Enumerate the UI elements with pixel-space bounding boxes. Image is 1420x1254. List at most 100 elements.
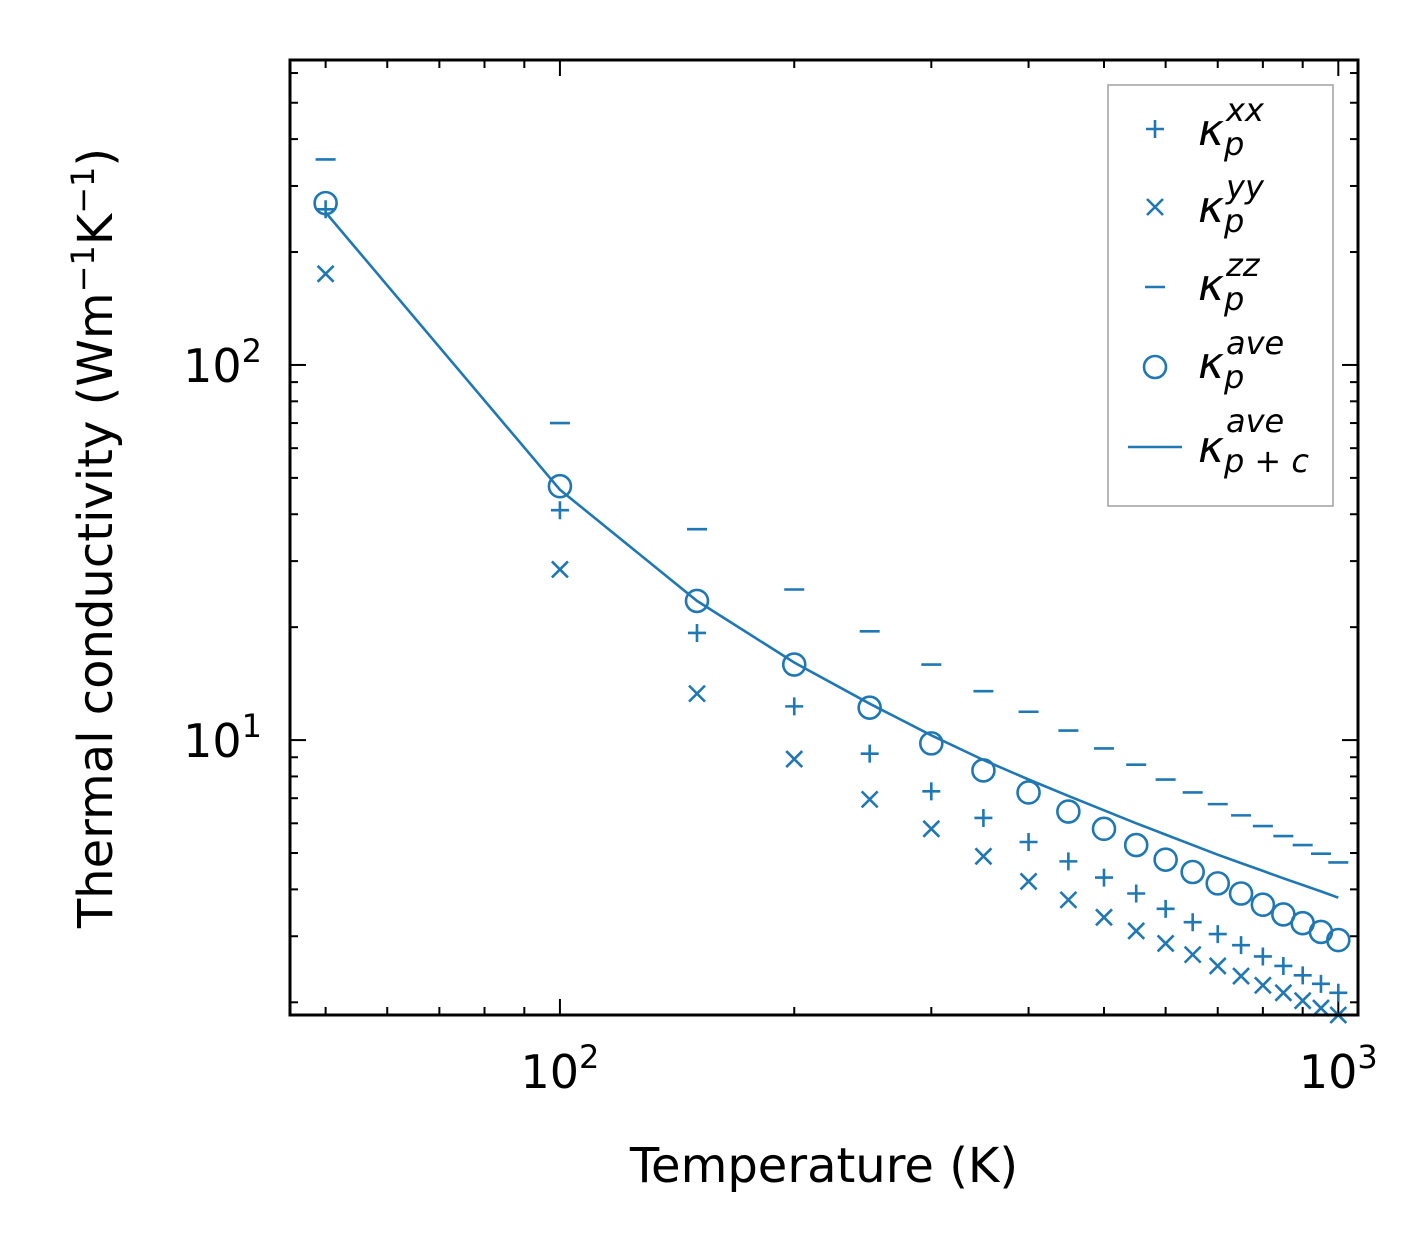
point-kappa_p_ave [1056,799,1081,824]
y-axis-title-main: Thermal conductivity (Wm [68,292,124,929]
point-kappa_p_xx [974,808,993,827]
point-kappa_p_yy [1095,908,1113,927]
point-kappa_p_ave [781,652,807,677]
point-kappa_p_yy [922,819,941,838]
y-tick-label-base: 10 [183,339,242,393]
point-kappa_p_xx [1059,852,1078,871]
point-kappa_p_yy [1293,991,1312,1010]
point-kappa_p_yy [1274,983,1293,1002]
plot-area [313,158,1351,1024]
point-kappa_p_xx [1329,983,1348,1002]
legend-sup-yy: yy [1225,168,1265,206]
x-tick-label-exponent: 2 [579,1038,599,1076]
point-kappa_p_ave [1250,892,1276,918]
x-tick-label-base: 10 [1299,1045,1358,1099]
x-tick-label: 103 [1299,1038,1378,1099]
point-kappa_p_xx [1208,925,1227,944]
point-kappa_p_xx [687,623,706,642]
point-kappa_p_yy [1208,957,1227,975]
point-kappa_p_xx [860,744,879,763]
x-tick-label-exponent: 3 [1357,1038,1377,1076]
point-kappa_p_xx [1094,868,1113,887]
point-kappa_p_ave [1153,847,1178,872]
legend-marker-x [1146,198,1164,216]
point-kappa_p_ave [1180,859,1205,885]
point-kappa_p_ave [1016,780,1041,805]
legend-sup-xx: xx [1225,91,1265,129]
y-axis-title-exp1: −1 [64,245,102,292]
point-kappa_p_ave [1123,832,1149,858]
point-kappa_p_xx [1232,936,1251,955]
point-kappa_p_xx [1019,832,1038,851]
legend-marker-circle [1142,354,1168,380]
legend-marker-plus [1146,120,1164,138]
legend-label-yy: κpyy [1198,168,1265,240]
series-line-kappa_p+c_ave [324,211,1339,899]
y-axis-title-close: ) [68,148,124,167]
point-kappa_p_yy [1059,890,1078,909]
point-kappa_p_xx [1274,956,1293,975]
y-axis-title-exp2: −1 [64,167,102,214]
legend-symbol-ave: κ [1198,338,1224,389]
legend-sup-zz: zz [1225,246,1261,284]
point-kappa_p_yy [1232,967,1250,985]
y-tick-label-base: 10 [183,714,242,768]
point-kappa_p_yy [1127,921,1146,940]
legend-label-zz: κpzz [1198,246,1261,318]
legend-box [1107,84,1334,507]
point-kappa_p_ave [684,588,710,614]
point-kappa_p_ave [1228,881,1254,906]
point-kappa_p_ave [1091,816,1117,842]
legend-symbol-yy: κ [1198,182,1224,233]
plot-frame [288,58,1360,1017]
legend-label-xx: κpxx [1198,91,1265,163]
legend-sub-zz: p [1223,280,1244,318]
x-tick-label-base: 10 [520,1045,579,1099]
point-kappa_p_ave [547,473,573,499]
y-tick-label-exponent: 1 [242,707,262,745]
point-kappa_p_xx [1127,884,1146,903]
point-kappa_p_xx [922,782,941,801]
point-kappa_p_ave [857,695,882,720]
point-kappa_p_ave [1326,927,1351,953]
legend-symbol-pc-ave: κ [1198,422,1224,473]
legend-symbol-zz: κ [1198,260,1224,311]
legend-sup-ave: ave [1226,324,1284,362]
legend-label-ave: κpave [1198,324,1284,396]
point-kappa_p_ave [919,731,944,756]
legend-sub-xx: p [1223,125,1244,163]
legend-markers [1128,120,1182,449]
legend-sup-pc-ave: ave [1226,402,1284,440]
legend: κpxx κpyy κpzz κpave κp + cave [1107,84,1334,507]
point-kappa_p_yy [1156,934,1175,953]
y-axis-title: Thermal conductivity (Wm−1K−1) [64,148,124,929]
point-kappa_p_yy [785,750,804,768]
point-kappa_p_yy [551,560,569,579]
point-kappa_p_xx [550,501,569,520]
point-kappa_p_xx [1183,913,1202,932]
point-kappa_p_xx [1156,899,1175,918]
point-kappa_p_xx [1253,947,1272,966]
point-kappa_p_yy [316,264,335,283]
point-kappa_p_yy [974,847,993,866]
point-kappa_p_xx [785,697,804,716]
y-tick-label: 101 [183,707,262,768]
legend-sub-yy: p [1223,202,1244,240]
point-kappa_p_ave [1205,871,1231,896]
y-tick-label: 102 [183,332,262,393]
x-axis-title: Temperature (K) [629,1138,1018,1194]
point-kappa_p_xx [1293,966,1312,985]
point-kappa_p_yy [688,684,706,703]
point-kappa_p_yy [1183,945,1202,964]
legend-symbol-xx: κ [1198,105,1224,156]
x-tick-label: 102 [520,1038,599,1099]
legend-sub-ave: p [1223,358,1244,396]
point-kappa_p_yy [1253,976,1272,995]
y-tick-label-exponent: 2 [242,332,262,370]
legend-sub-pc-ave: p + c [1223,442,1309,480]
point-kappa_p_yy [1312,999,1330,1018]
point-kappa_p_yy [1019,872,1038,891]
legend-label-pc-ave: κp + cave [1198,402,1309,480]
